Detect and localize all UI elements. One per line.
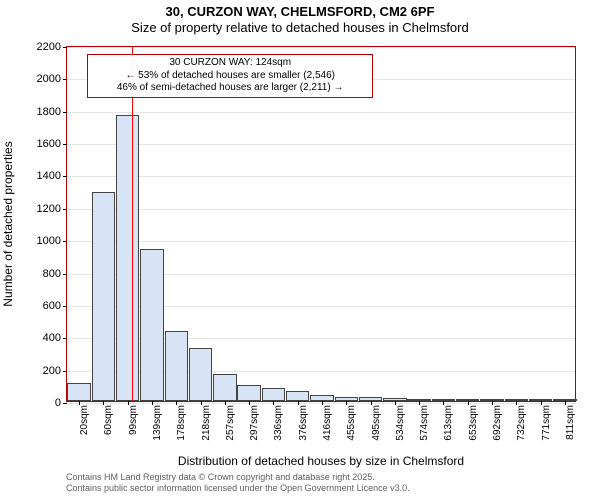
x-tick-label: 20sqm xyxy=(79,405,90,435)
y-tick-label: 0 xyxy=(55,397,61,409)
footnote-line2: Contains public sector information licen… xyxy=(66,483,410,494)
histogram-bar xyxy=(92,192,115,401)
chart-title-block: 30, CURZON WAY, CHELMSFORD, CM2 6PF Size… xyxy=(0,4,600,37)
x-tick-label: 613sqm xyxy=(443,405,454,441)
histogram-bar xyxy=(116,115,139,401)
gridline-h xyxy=(67,47,575,48)
y-tick-label: 400 xyxy=(43,332,61,344)
x-tick-label: 60sqm xyxy=(103,405,114,435)
x-tick-label: 416sqm xyxy=(322,405,333,441)
footnote-line1: Contains HM Land Registry data © Crown c… xyxy=(66,472,410,483)
y-tick-label: 2000 xyxy=(37,73,61,85)
histogram-bar xyxy=(67,383,90,401)
x-tick-label: 139sqm xyxy=(152,405,163,441)
x-tick-label: 376sqm xyxy=(298,405,309,441)
y-tick-label: 600 xyxy=(43,300,61,312)
x-tick-label: 653sqm xyxy=(468,405,479,441)
x-tick-label: 297sqm xyxy=(249,405,260,441)
x-tick-label: 495sqm xyxy=(371,405,382,441)
y-tick-label: 2200 xyxy=(37,41,61,53)
gridline-h xyxy=(67,112,575,113)
histogram-bar xyxy=(262,388,285,401)
gridline-h xyxy=(67,403,575,404)
x-tick-label: 455sqm xyxy=(346,405,357,441)
chart-title-line2: Size of property relative to detached ho… xyxy=(0,20,600,36)
annotation-box: 30 CURZON WAY: 124sqm← 53% of detached h… xyxy=(87,54,373,98)
y-tick-label: 1400 xyxy=(37,170,61,182)
plot-area: 0200400600800100012001400160018002000220… xyxy=(66,46,576,402)
x-tick-label: 336sqm xyxy=(273,405,284,441)
x-tick-label: 178sqm xyxy=(176,405,187,441)
histogram-bar xyxy=(140,249,163,401)
x-tick-label: 257sqm xyxy=(225,405,236,441)
x-tick-label: 732sqm xyxy=(516,405,527,441)
gridline-h xyxy=(67,241,575,242)
gridline-h xyxy=(67,176,575,177)
x-tick-label: 771sqm xyxy=(541,405,552,441)
y-tick-label: 1800 xyxy=(37,106,61,118)
histogram-bar xyxy=(213,374,236,402)
annotation-line1: 30 CURZON WAY: 124sqm xyxy=(94,57,366,70)
x-tick-label: 811sqm xyxy=(565,405,576,440)
footnote: Contains HM Land Registry data © Crown c… xyxy=(66,472,410,495)
x-tick-label: 99sqm xyxy=(128,405,139,435)
annotation-line2: ← 53% of detached houses are smaller (2,… xyxy=(94,70,366,83)
gridline-h xyxy=(67,209,575,210)
y-tick-label: 800 xyxy=(43,268,61,280)
gridline-h xyxy=(67,144,575,145)
histogram-bar xyxy=(165,331,188,401)
y-tick-label: 1000 xyxy=(37,235,61,247)
annotation-line3: 46% of semi-detached houses are larger (… xyxy=(94,82,366,95)
highlight-marker-line xyxy=(132,47,133,401)
y-tick-label: 200 xyxy=(43,365,61,377)
x-tick-label: 692sqm xyxy=(492,405,503,441)
y-axis-label: Number of detached properties xyxy=(1,46,15,402)
x-tick-label: 534sqm xyxy=(395,405,406,441)
x-axis-label: Distribution of detached houses by size … xyxy=(66,454,576,468)
chart-title-line1: 30, CURZON WAY, CHELMSFORD, CM2 6PF xyxy=(0,4,600,20)
histogram-bar xyxy=(237,385,260,401)
histogram-bar xyxy=(286,391,309,401)
y-tick-label: 1200 xyxy=(37,203,61,215)
histogram-bar xyxy=(189,348,212,401)
y-tick-label: 1600 xyxy=(37,138,61,150)
x-tick-label: 218sqm xyxy=(201,405,212,441)
x-tick-label: 574sqm xyxy=(419,405,430,441)
